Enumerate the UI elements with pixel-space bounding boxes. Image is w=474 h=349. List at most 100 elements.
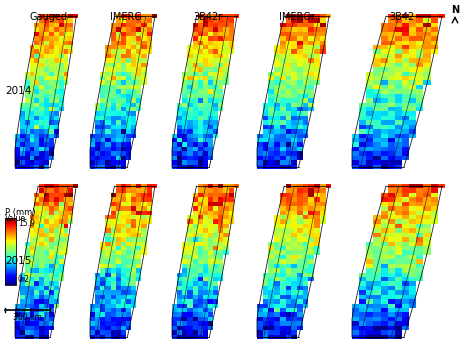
Bar [110, 295, 116, 299]
Bar [25, 246, 29, 251]
Bar [44, 27, 49, 32]
Bar [110, 286, 116, 290]
Bar [381, 224, 388, 228]
Bar [297, 67, 303, 72]
Bar [280, 54, 285, 58]
Bar [137, 14, 141, 18]
Bar [105, 58, 110, 63]
Bar [297, 308, 303, 312]
Bar [187, 255, 192, 259]
Bar [54, 94, 59, 98]
Bar [359, 321, 366, 326]
Bar [100, 160, 105, 165]
Bar [203, 281, 208, 286]
Bar [39, 277, 44, 281]
Bar [198, 242, 203, 246]
Bar [39, 330, 44, 335]
Bar [44, 321, 49, 326]
Bar [95, 156, 100, 160]
Bar [381, 317, 388, 321]
Bar [285, 312, 292, 317]
Bar [381, 308, 388, 312]
Bar [359, 335, 366, 339]
Bar [203, 290, 208, 295]
Bar [280, 224, 285, 228]
Bar [105, 220, 110, 224]
Bar [192, 304, 198, 308]
Bar [105, 160, 110, 165]
Bar [5, 242, 16, 243]
Bar [5, 223, 16, 224]
Bar [303, 184, 309, 188]
Bar [402, 255, 409, 259]
Bar [49, 72, 54, 76]
Bar [182, 317, 187, 321]
Bar [54, 242, 59, 246]
Bar [192, 290, 198, 295]
Bar [352, 151, 359, 156]
Bar [381, 147, 388, 151]
Bar [5, 219, 16, 220]
Bar [285, 116, 292, 120]
Bar [297, 142, 303, 147]
Bar [49, 259, 54, 264]
Bar [320, 18, 326, 23]
Bar [359, 304, 366, 308]
Bar [297, 281, 303, 286]
Bar [268, 299, 274, 304]
Bar [187, 134, 192, 138]
Bar [35, 134, 39, 138]
Bar [280, 147, 285, 151]
Bar [208, 85, 213, 89]
Bar [121, 36, 126, 40]
Bar [203, 129, 208, 134]
Bar [409, 228, 416, 233]
Bar [402, 89, 409, 94]
Bar [388, 206, 395, 210]
Bar [314, 197, 320, 202]
Bar [381, 264, 388, 268]
Bar [126, 40, 131, 45]
Bar [395, 45, 402, 50]
Bar [105, 116, 110, 120]
Bar [95, 281, 100, 286]
Bar [110, 228, 116, 233]
Bar [35, 259, 39, 264]
Bar [35, 228, 39, 233]
Bar [172, 147, 177, 151]
Bar [5, 268, 16, 269]
Bar [131, 45, 137, 50]
Bar [203, 94, 208, 98]
Bar [187, 326, 192, 330]
Bar [121, 58, 126, 63]
Bar [274, 116, 280, 120]
Bar [223, 36, 228, 40]
Bar [39, 206, 44, 210]
Bar [29, 295, 35, 299]
Bar [137, 23, 141, 27]
Bar [177, 321, 182, 326]
Bar [39, 120, 44, 125]
Bar [187, 281, 192, 286]
Bar [280, 299, 285, 304]
Bar [5, 218, 16, 285]
Bar [35, 326, 39, 330]
Bar [54, 32, 59, 36]
Bar [116, 111, 121, 116]
Bar [208, 268, 213, 273]
Bar [15, 317, 20, 321]
Bar [137, 50, 141, 54]
Bar [20, 295, 25, 299]
Bar [388, 299, 395, 304]
Bar [177, 290, 182, 295]
Bar [137, 264, 141, 268]
Bar [39, 264, 44, 268]
Bar [137, 89, 141, 94]
Bar [292, 215, 297, 220]
Bar [303, 14, 309, 18]
Bar [402, 111, 409, 116]
Bar [126, 251, 131, 255]
Bar [73, 184, 78, 188]
Bar [274, 103, 280, 107]
Bar [121, 85, 126, 89]
